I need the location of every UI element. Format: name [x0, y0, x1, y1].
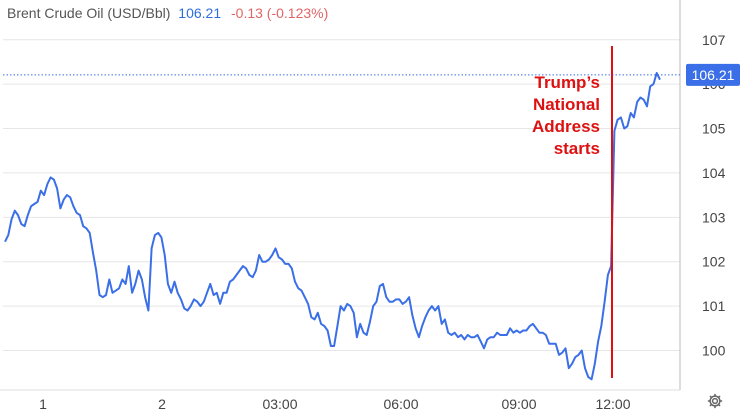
x-tick-label: 06:00: [383, 396, 418, 412]
y-tick-label: 101: [702, 298, 726, 314]
y-tick-label: 102: [702, 254, 726, 270]
last-price-tag-label: 106.21: [692, 67, 735, 83]
x-tick-label: 09:00: [501, 396, 536, 412]
x-tick-label: 03:00: [262, 396, 297, 412]
event-annotation: National: [533, 95, 600, 114]
gear-icon[interactable]: [706, 392, 724, 410]
y-tick-label: 104: [702, 165, 726, 181]
y-tick-label: 100: [702, 342, 726, 358]
instrument-title: Brent Crude Oil (USD/Bbl): [7, 5, 171, 21]
last-price-tag: [686, 63, 740, 86]
x-tick-label: 1: [39, 396, 47, 412]
event-annotation: starts: [554, 139, 600, 158]
current-price: 106.21: [178, 5, 222, 21]
x-tick-label: 12:00: [595, 396, 630, 412]
y-tick-label: 105: [702, 121, 726, 137]
series-line: [4, 72, 661, 381]
y-tick-label: 103: [702, 209, 726, 225]
event-annotation: Address: [532, 117, 600, 136]
event-annotation: Trump’s: [535, 73, 601, 92]
quote-header: Brent Crude Oil (USD/Bbl) 106.21 -0.13 (…: [7, 5, 328, 21]
y-tick-label: 107: [702, 32, 726, 48]
x-tick-label: 2: [158, 396, 166, 412]
price-change: -0.13 (-0.123%): [231, 5, 329, 21]
